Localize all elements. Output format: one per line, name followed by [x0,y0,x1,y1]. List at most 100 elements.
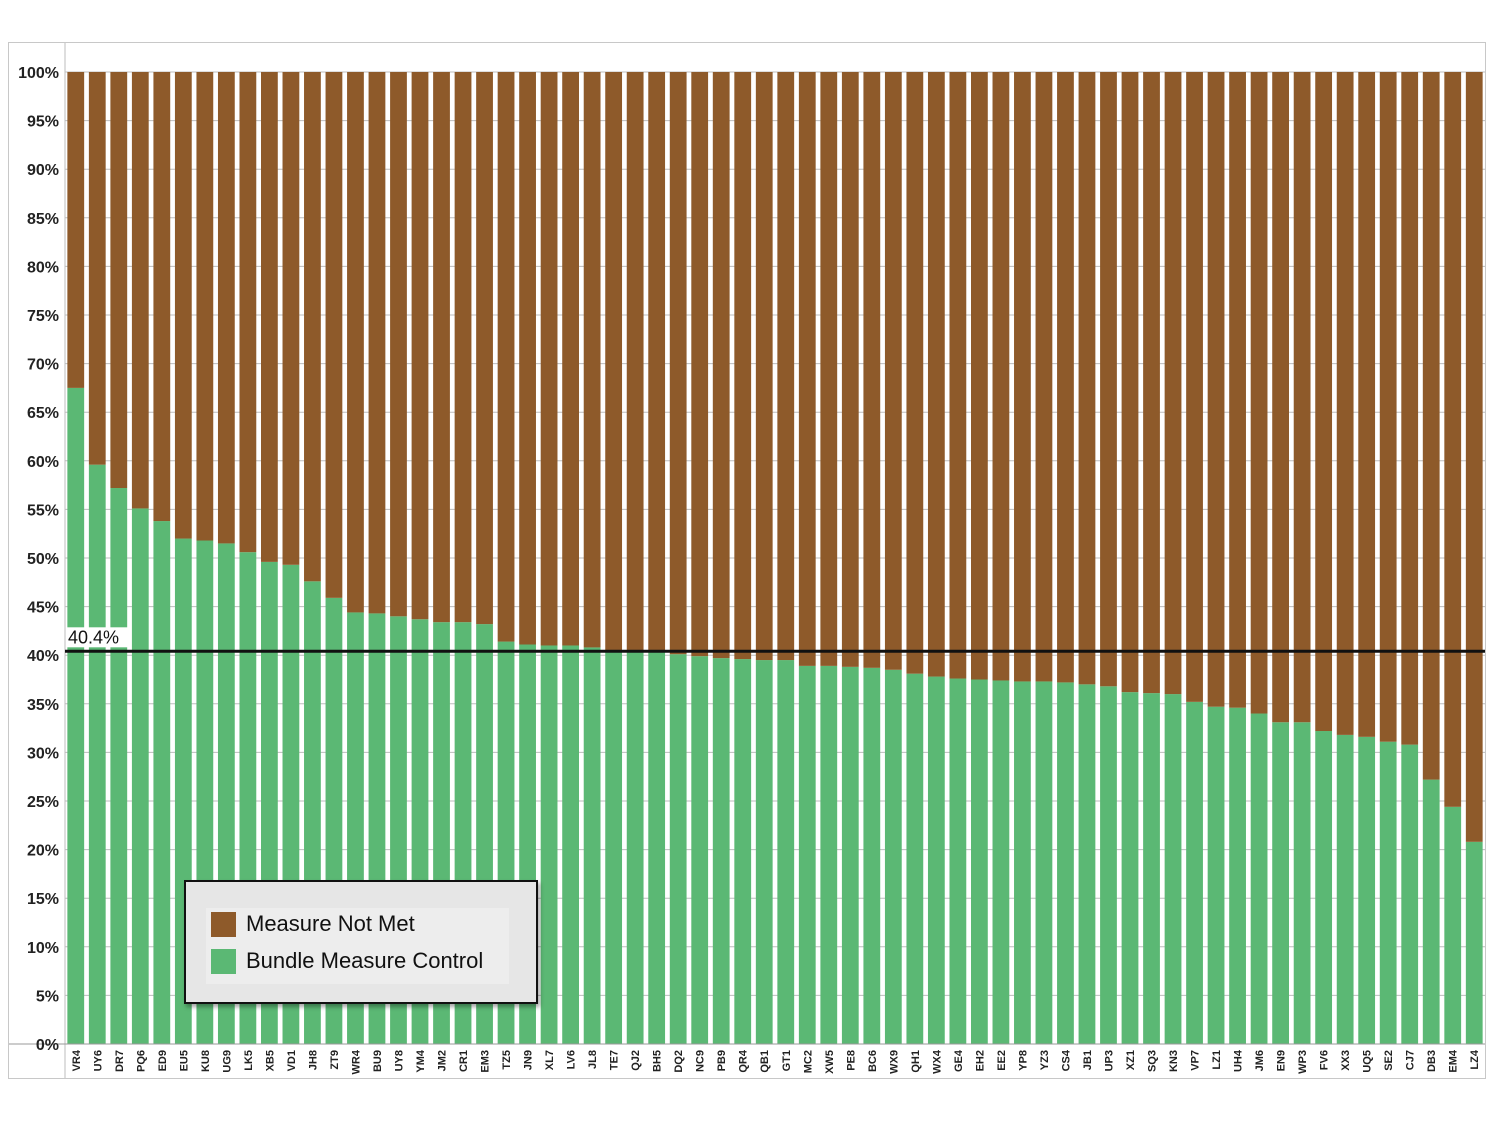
bar-bundle-measure-control [1250,713,1268,1044]
x-tick-label: QJ2 [630,1050,642,1071]
bar-measure-not-met [174,72,192,539]
bar-measure-not-met [67,72,85,388]
bar-bundle-measure-control [153,521,171,1044]
x-tick-label: EM3 [480,1050,492,1073]
bar-bundle-measure-control [626,650,644,1044]
x-tick-label: VD1 [286,1050,298,1071]
bar-measure-not-met [906,72,924,674]
bar-bundle-measure-control [131,508,149,1045]
bar-measure-not-met [1293,72,1311,723]
bar-measure-not-met [88,72,106,465]
bar-bundle-measure-control [540,645,558,1044]
bar-measure-not-met [1272,72,1289,723]
x-tick-label: WR4 [350,1049,362,1074]
bar-measure-not-met [1143,72,1160,694]
bar-measure-not-met [777,72,795,661]
bar-measure-not-met [863,72,881,668]
bar-bundle-measure-control [605,650,623,1044]
x-tick-label: UG9 [221,1050,233,1073]
x-tick-label: JB1 [1082,1050,1094,1070]
bar-bundle-measure-control [88,464,106,1044]
x-tick-label: WX9 [888,1050,900,1074]
bar-measure-not-met [325,72,343,598]
bar-measure-not-met [669,72,687,655]
legend-swatch-bundle-measure-control [211,948,236,974]
x-tick-label: UY8 [393,1050,405,1071]
legend-item-measure-not-met: Measure Not Met [211,910,415,938]
bar-measure-not-met [755,72,773,661]
x-tick-label: DB3 [1426,1050,1438,1072]
y-tick-label: 25% [27,794,59,811]
bar-measure-not-met [1164,72,1182,695]
bar-bundle-measure-control [1078,684,1096,1044]
gridlines [65,71,1485,1045]
bar-measure-not-met [583,72,601,648]
x-tick-label: DR7 [114,1050,126,1072]
bar-bundle-measure-control [798,665,816,1044]
bar-measure-not-met [971,72,988,680]
bar-bundle-measure-control [820,665,838,1044]
bar-measure-not-met [110,72,128,489]
x-tick-label: UQ5 [1362,1050,1374,1073]
x-tick-label: WX4 [931,1049,943,1074]
bar-bundle-measure-control [1465,841,1483,1044]
bar-measure-not-met [540,72,558,646]
y-tick-label: 90% [27,162,59,179]
y-tick-label: 85% [27,211,59,228]
x-tick-label: GT1 [781,1050,793,1071]
bar-measure-not-met [626,72,644,651]
bar-measure-not-met [196,72,214,541]
bar-measure-not-met [1336,72,1354,735]
y-tick-label: 80% [27,259,59,276]
bar-bundle-measure-control [1315,731,1333,1044]
bar-measure-not-met [1401,72,1419,745]
x-tick-label: PQ6 [135,1050,147,1072]
bar-measure-not-met [497,72,515,642]
y-tick-label: 65% [27,405,59,422]
bar-measure-not-met [519,72,536,645]
y-tick-label: 5% [36,988,59,1005]
bar-bundle-measure-control [1057,682,1074,1044]
x-tick-labels: VR4 UY6 DR7 PQ6 ED9 EU5 KU8 UG9 LK5 XB5 VD1 JH8 ZT9 W… [71,1049,1481,1074]
bar-bundle-measure-control [1229,707,1246,1044]
bar-measure-not-met [1422,72,1440,780]
y-tick-label: 50% [27,551,59,568]
x-tick-label: DQ2 [673,1050,685,1073]
y-tick-label: 45% [27,600,59,617]
bar-measure-not-met [605,72,623,651]
y-tick-label: 10% [27,940,59,957]
bar-bundle-measure-control [1293,722,1311,1044]
x-tick-label: BC6 [867,1050,879,1072]
x-tick-label: KU8 [200,1050,212,1072]
legend: Measure Not Met Bundle Measure Control [184,880,538,1004]
bar-measure-not-met [1250,72,1268,714]
bar-bundle-measure-control [1358,736,1376,1044]
bar-measure-not-met [1358,72,1376,737]
x-tick-label: TE7 [609,1050,621,1070]
bar-measure-not-met [1379,72,1397,742]
x-tick-label: EE2 [996,1050,1008,1071]
y-tick-label: 35% [27,697,59,714]
x-tick-label: CJ7 [1405,1050,1417,1070]
x-tick-label: FV6 [1319,1050,1331,1070]
x-tick-label: XB5 [264,1050,276,1071]
bar-measure-not-met [217,72,235,544]
bar-measure-not-met [1465,72,1483,842]
x-tick-label: LZ1 [1211,1050,1223,1070]
bar-bundle-measure-control [971,679,988,1044]
bar-measure-not-met [1121,72,1139,693]
legend-swatch-measure-not-met [211,911,236,937]
bar-bundle-measure-control [992,680,1010,1044]
bar-bundle-measure-control [691,656,709,1044]
bar-bundle-measure-control [583,647,601,1044]
y-tick-label: 75% [27,308,59,325]
bar-measure-not-met [1100,72,1117,687]
x-tick-label: XZ1 [1125,1050,1137,1070]
y-tick-label: 0% [36,1037,59,1054]
x-tick-label: EM4 [1448,1049,1460,1073]
x-tick-label: PE8 [845,1050,857,1071]
x-tick-label: UP3 [1103,1050,1115,1071]
bar-measure-not-met [884,72,902,670]
x-tick-label: MC2 [802,1050,814,1073]
bar-bundle-measure-control [1207,706,1225,1044]
